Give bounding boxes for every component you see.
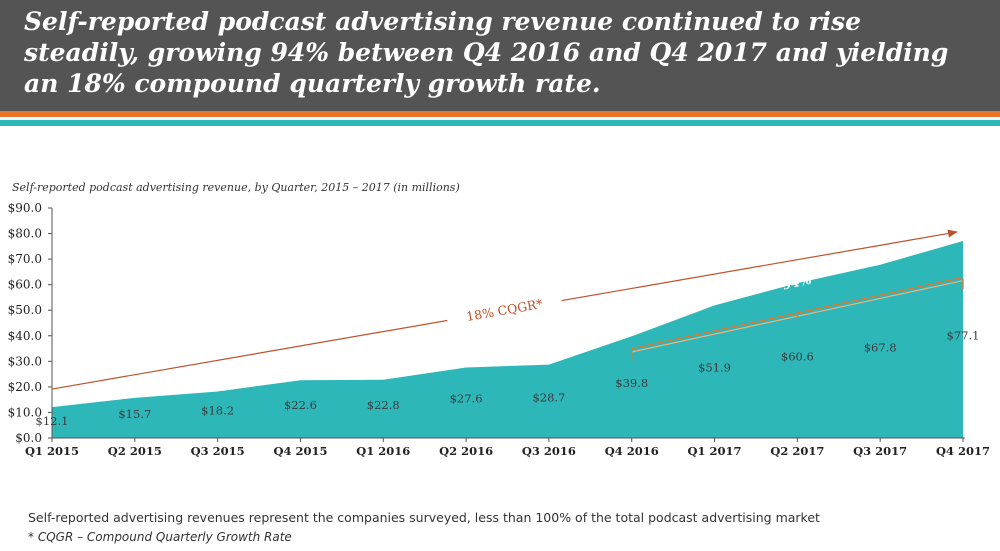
y-tick-label: $60.0 [8,278,42,292]
y-tick-label: $30.0 [8,354,42,368]
x-tick-label: Q3 2015 [191,444,245,458]
data-label: $22.8 [367,398,400,412]
revenue-area-chart: $0.0 $10.0 $20.0 $30.0 $40.0 $50.0 $60.0 $70.0 $… [8,201,990,458]
y-tick-label: $20.0 [8,380,42,394]
footnote: * CQGR – Compound Quarterly Growth Rate [28,530,292,544]
x-tick-label: Q2 2017 [770,444,824,458]
data-label: $60.6 [781,350,814,364]
data-label: $28.7 [532,390,565,404]
data-label: $27.6 [450,392,483,406]
data-label: $22.6 [284,398,317,412]
orange-stripe [0,111,1000,117]
y-tick-label: $90.0 [8,201,42,215]
y-tick-label: $10.0 [8,405,42,419]
x-tick-label: Q1 2017 [688,444,742,458]
x-tick-label: Q1 2015 [25,444,79,458]
data-label: $12.1 [36,414,69,428]
x-tick-label: Q3 2017 [853,444,907,458]
x-tick-label: Q3 2016 [522,444,576,458]
cqgr-label: 18% CQGR* [465,296,544,324]
y-tick-label: $40.0 [8,329,42,343]
source-note: Self-reported advertising revenues repre… [28,510,820,525]
chart-subtitle: Self-reported podcast advertising revenu… [12,181,460,194]
x-tick-label: Q1 2016 [356,444,410,458]
y-tick-label: $70.0 [8,252,42,266]
data-label: $18.2 [201,404,234,418]
x-tick-label: Q2 2016 [439,444,493,458]
revenue-area [52,240,963,438]
x-tick-label: Q2 2015 [108,444,162,458]
axes-layer: $0.0 $10.0 $20.0 $30.0 $40.0 $50.0 $60.0 $70.0 $… [8,201,990,458]
x-tick-label: Q4 2015 [273,444,327,458]
growth-label: 94% [781,272,813,293]
y-tick-label: $80.0 [8,227,42,241]
headline: Self-reported podcast advertising revenu… [24,7,949,98]
data-label: $67.8 [864,340,897,354]
cqgr-label-bg [445,290,564,329]
data-label: $15.7 [118,407,151,421]
data-label: $51.9 [698,361,731,375]
y-tick-label: $0.0 [15,431,42,445]
x-tick-label: Q4 2016 [605,444,659,458]
data-label: $39.8 [615,376,648,390]
teal-stripe [0,120,1000,126]
white-stripe [0,117,1000,120]
area-layer [52,240,963,438]
y-tick-label: $50.0 [8,303,42,317]
header-banner: Self-reported podcast advertising revenu… [0,0,1000,111]
data-labels-layer: $12.1 $15.7 $18.2 $22.6 $22.8 $27.6 $28.7 $39.8… [36,328,980,428]
data-label: $77.1 [947,328,980,342]
x-tick-label: Q4 2017 [936,444,990,458]
